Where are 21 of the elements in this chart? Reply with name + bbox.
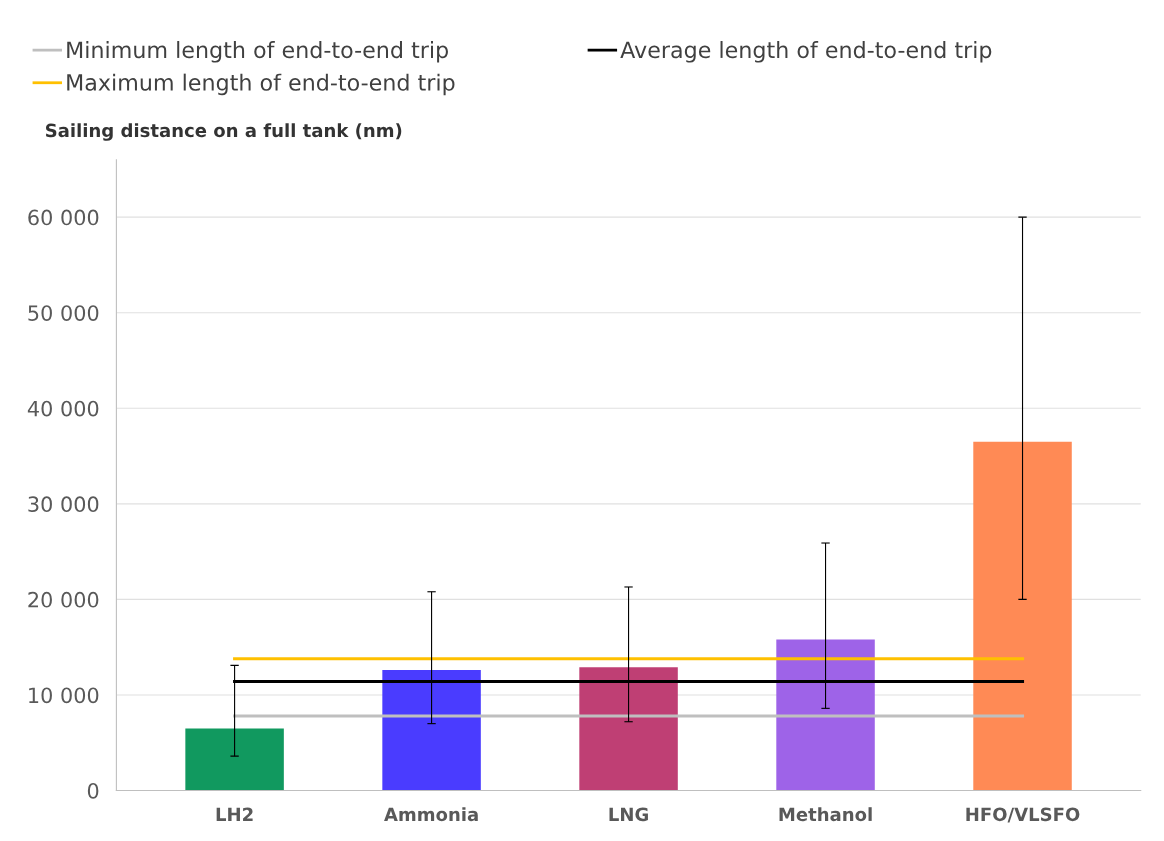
x-tick-label: LNG <box>609 807 648 822</box>
x-tick-label: Methanol <box>779 807 872 822</box>
legend-label: Maximum length of end-to-end trip <box>67 73 455 96</box>
legend-label: Minimum length of end-to-end trip <box>67 41 448 63</box>
x-tick-label: Ammonia <box>384 807 478 822</box>
y-tick-label: 60 000 <box>28 209 99 226</box>
y-axis-title: Sailing distance on a full tank (nm) <box>45 123 402 141</box>
y-tick-label: 40 000 <box>27 400 99 417</box>
x-tick-label: LH2 <box>216 807 253 821</box>
legend-label: Average length of end-to-end trip <box>620 41 992 63</box>
x-tick-label: HFO/VLSFO <box>966 807 1080 823</box>
y-tick-label: 30 000 <box>28 496 99 513</box>
y-tick-label: 20 000 <box>28 591 99 608</box>
bar <box>776 639 875 791</box>
y-tick-label: 50 000 <box>28 305 99 321</box>
bar <box>973 441 1072 791</box>
y-tick-label: 10 000 <box>29 687 99 704</box>
y-tick-label: 0 <box>87 782 99 799</box>
bar <box>579 667 678 791</box>
bar <box>185 728 284 791</box>
bar <box>382 670 481 791</box>
